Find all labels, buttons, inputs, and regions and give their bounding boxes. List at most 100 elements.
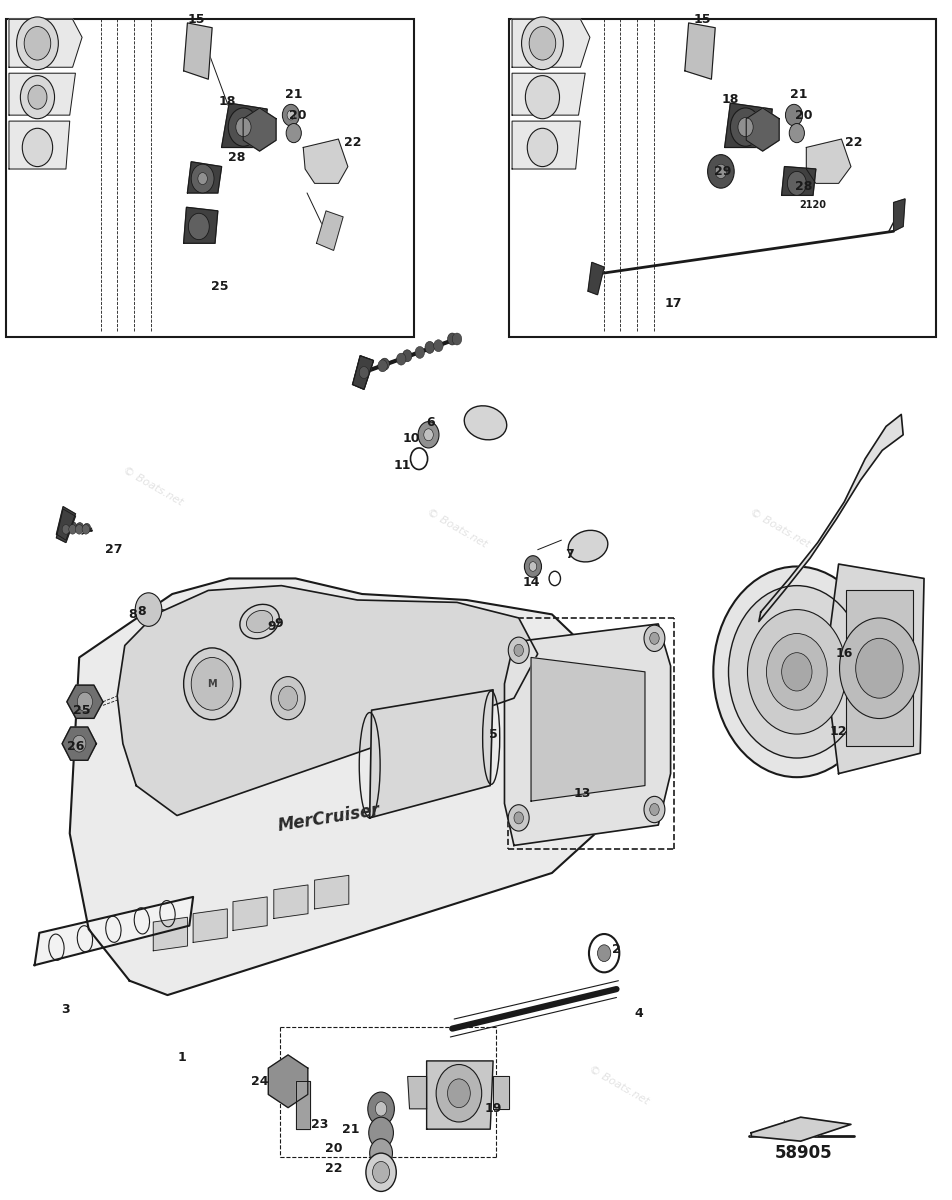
Text: MerCruiser: MerCruiser	[276, 800, 382, 835]
Circle shape	[526, 76, 560, 119]
Circle shape	[77, 692, 92, 712]
Circle shape	[514, 812, 524, 824]
Polygon shape	[193, 908, 228, 942]
Circle shape	[728, 586, 865, 758]
Polygon shape	[531, 658, 645, 802]
Text: 9: 9	[268, 620, 276, 632]
Circle shape	[747, 610, 846, 734]
Circle shape	[856, 638, 903, 698]
Circle shape	[236, 118, 251, 137]
Text: 21: 21	[342, 1123, 360, 1135]
Circle shape	[529, 26, 556, 60]
Circle shape	[367, 1092, 394, 1126]
Text: 2: 2	[612, 943, 621, 956]
Circle shape	[366, 1153, 396, 1192]
Text: M: M	[208, 679, 217, 689]
Text: 6: 6	[426, 416, 435, 430]
Polygon shape	[512, 121, 581, 169]
Circle shape	[434, 340, 444, 352]
Text: 15: 15	[693, 13, 710, 26]
Polygon shape	[407, 1076, 426, 1109]
Polygon shape	[9, 73, 75, 115]
Text: 20: 20	[795, 109, 812, 121]
Polygon shape	[274, 884, 308, 918]
Circle shape	[436, 1064, 482, 1122]
Circle shape	[649, 632, 659, 644]
Circle shape	[644, 625, 664, 652]
Circle shape	[188, 214, 209, 240]
Circle shape	[787, 172, 806, 196]
Circle shape	[415, 347, 425, 359]
Bar	[846, 590, 913, 746]
Circle shape	[82, 524, 89, 534]
Circle shape	[368, 1117, 393, 1148]
Circle shape	[840, 618, 920, 719]
Text: 19: 19	[485, 1103, 502, 1115]
Text: 14: 14	[523, 576, 540, 588]
Circle shape	[22, 128, 52, 167]
Circle shape	[378, 360, 387, 372]
Text: © Boats.net: © Boats.net	[426, 506, 489, 550]
Circle shape	[738, 118, 753, 137]
Polygon shape	[153, 917, 188, 950]
Polygon shape	[9, 19, 82, 67]
Circle shape	[69, 522, 77, 532]
Text: 18: 18	[722, 94, 739, 106]
Circle shape	[375, 1102, 387, 1116]
Polygon shape	[352, 355, 373, 389]
Polygon shape	[426, 1061, 493, 1129]
Circle shape	[789, 124, 804, 143]
Circle shape	[198, 173, 208, 185]
Text: 22: 22	[344, 136, 362, 149]
Circle shape	[649, 804, 659, 816]
Text: 28: 28	[228, 150, 246, 163]
Circle shape	[372, 1162, 389, 1183]
Circle shape	[452, 334, 462, 344]
Polygon shape	[512, 73, 585, 115]
Polygon shape	[56, 506, 75, 540]
Text: 21: 21	[790, 89, 807, 101]
Polygon shape	[512, 19, 590, 67]
Ellipse shape	[568, 530, 607, 562]
Text: 4: 4	[635, 1007, 644, 1020]
Circle shape	[403, 349, 412, 361]
Polygon shape	[9, 121, 69, 169]
Circle shape	[527, 128, 558, 167]
Circle shape	[508, 637, 529, 664]
Circle shape	[69, 524, 76, 534]
Text: 20: 20	[288, 109, 307, 121]
Polygon shape	[782, 167, 816, 196]
Circle shape	[514, 644, 524, 656]
Ellipse shape	[247, 611, 272, 632]
Circle shape	[425, 341, 434, 353]
Polygon shape	[314, 875, 348, 908]
Circle shape	[271, 677, 306, 720]
Polygon shape	[684, 23, 715, 79]
Circle shape	[730, 108, 761, 146]
Polygon shape	[243, 108, 276, 151]
Polygon shape	[304, 139, 347, 184]
Circle shape	[184, 648, 241, 720]
Polygon shape	[184, 208, 218, 244]
Circle shape	[191, 164, 214, 193]
Text: 25: 25	[73, 703, 90, 716]
Circle shape	[279, 686, 298, 710]
Circle shape	[766, 634, 827, 710]
Circle shape	[447, 334, 457, 344]
Text: © Boats.net: © Boats.net	[122, 464, 185, 508]
Circle shape	[287, 124, 302, 143]
Circle shape	[418, 421, 439, 448]
Polygon shape	[588, 263, 605, 295]
Circle shape	[228, 108, 259, 146]
Polygon shape	[493, 1076, 509, 1109]
Polygon shape	[69, 578, 614, 995]
Circle shape	[62, 524, 69, 534]
Ellipse shape	[240, 605, 279, 638]
Text: 13: 13	[574, 787, 591, 800]
Text: 9: 9	[274, 618, 283, 630]
Text: 12: 12	[830, 725, 847, 738]
Circle shape	[20, 76, 54, 119]
Bar	[509, 19, 937, 337]
Circle shape	[16, 17, 58, 70]
Polygon shape	[268, 1055, 307, 1108]
